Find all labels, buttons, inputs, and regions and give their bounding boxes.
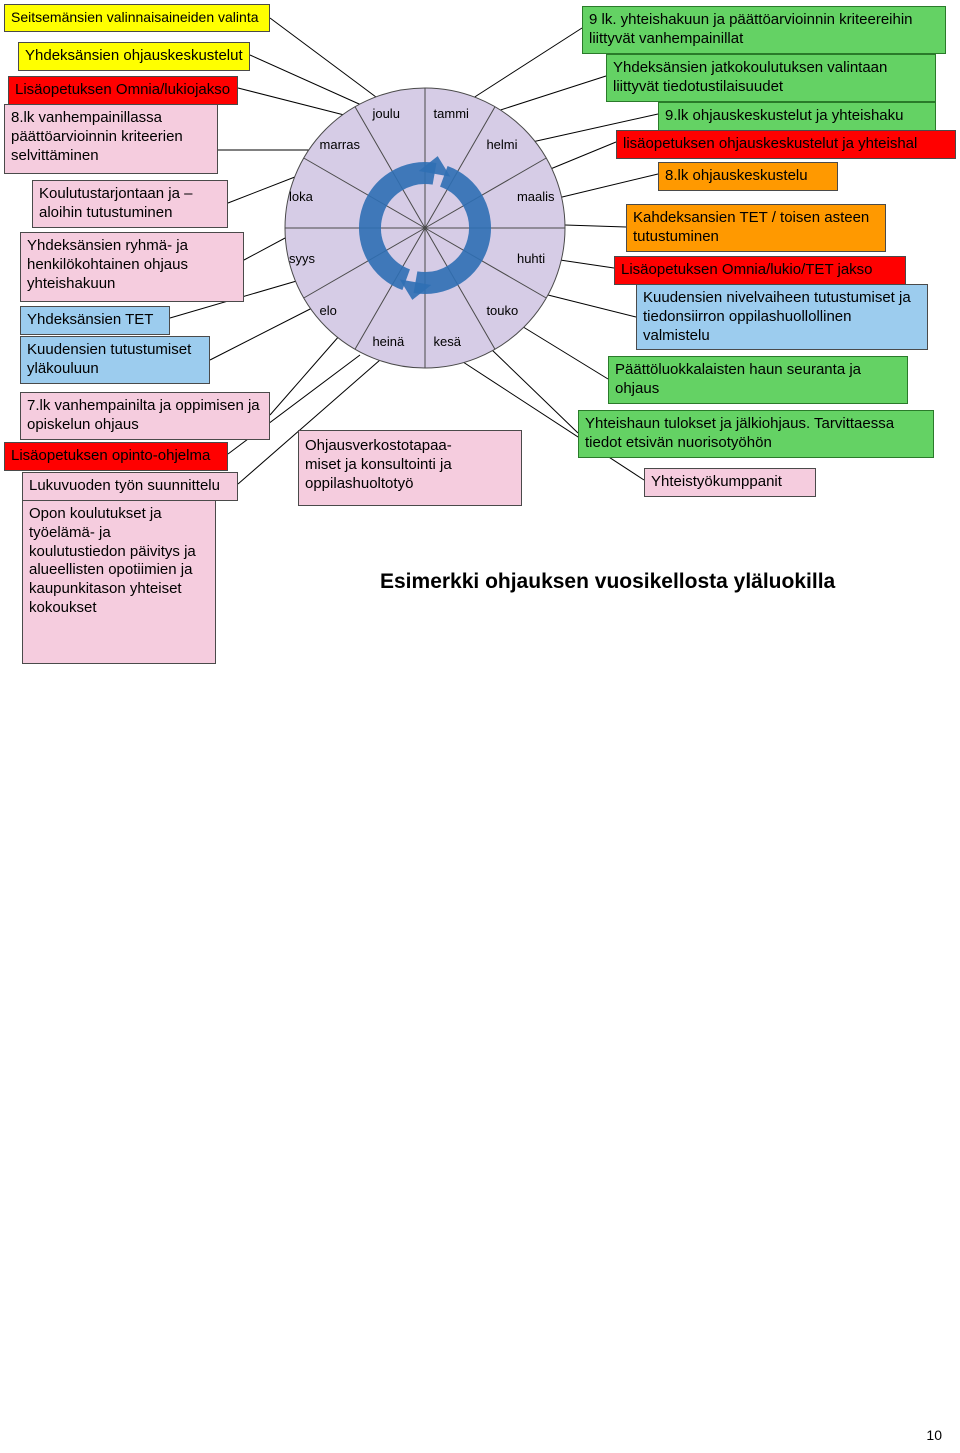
activity-box-R10: Yhteishaun tulokset ja jälkiohjaus. Tarv… xyxy=(578,410,934,458)
month-touko: touko xyxy=(486,303,518,318)
activity-box-R9: Päättöluokkalaisten haun seuranta ja ohj… xyxy=(608,356,908,404)
activity-box-R1: 9 lk. yhteishakuun ja päättöarvioinnin k… xyxy=(582,6,946,54)
activity-box-R11: Yhteistyökumppanit xyxy=(644,468,816,497)
month-marras: marras xyxy=(320,137,360,152)
month-tammi: tammi xyxy=(434,106,469,121)
activity-box-L12: Opon koulutukset ja työelämä- ja koulutu… xyxy=(22,500,216,664)
activity-box-L2: Yhdeksänsien ohjauskeskustelut xyxy=(18,42,250,71)
activity-box-L8: Kuudensien tutustumiset yläkouluun xyxy=(20,336,210,384)
activity-box-L11: Lukuvuoden työn suunnittelu xyxy=(22,472,238,501)
activity-box-L1: Seitsemänsien valinnaisaineiden valinta xyxy=(4,4,270,32)
activity-box-R2: Yhdeksänsien jatkokoulutuksen valintaan … xyxy=(606,54,936,102)
activity-box-R7: Lisäopetuksen Omnia/lukio/TET jakso xyxy=(614,256,906,285)
page-number: 10 xyxy=(926,1427,942,1443)
activity-box-L5: Koulutustarjontaan ja – aloihin tutustum… xyxy=(32,180,228,228)
activity-box-R5: 8.lk ohjauskeskustelu xyxy=(658,162,838,191)
activity-box-R6: Kahdeksansien TET / toisen asteen tutust… xyxy=(626,204,886,252)
activity-box-R4: lisäopetuksen ohjauskeskustelut ja yhtei… xyxy=(616,130,956,159)
activity-box-L9: 7.lk vanhempainilta ja oppimisen ja opis… xyxy=(20,392,270,440)
activity-box-L7: Yhdeksänsien TET xyxy=(20,306,170,335)
month-maalis: maalis xyxy=(517,189,555,204)
month-joulu: joulu xyxy=(372,106,399,121)
month-helmi: helmi xyxy=(486,137,517,152)
activity-box-R8: Kuudensien nivelvaiheen tutustumiset ja … xyxy=(636,284,928,350)
activity-box-L3: Lisäopetuksen Omnia/lukiojakso xyxy=(8,76,238,105)
center-note-box: Ohjausverkostotapaa-miset ja konsultoint… xyxy=(298,430,522,506)
activity-box-L10: Lisäopetuksen opinto-ohjelma xyxy=(4,442,228,471)
diagram-title: Esimerkki ohjauksen vuosikellosta yläluo… xyxy=(380,570,835,594)
activity-box-L6: Yhdeksänsien ryhmä- ja henkilökohtainen … xyxy=(20,232,244,302)
diagram-page: tammi helmi maalis huhti touko kesä heinä elo sy… xyxy=(0,0,960,1453)
month-elo: elo xyxy=(320,303,337,318)
month-kesä: kesä xyxy=(434,334,461,349)
month-heinä: heinä xyxy=(372,334,404,349)
activity-box-R3: 9.lk ohjauskeskustelut ja yhteishaku xyxy=(658,102,936,131)
month-syys: syys xyxy=(289,251,315,266)
activity-box-L4: 8.lk vanhempainillassa päättöarvioinnin … xyxy=(4,104,218,174)
month-huhti: huhti xyxy=(517,251,545,266)
month-loka: loka xyxy=(289,189,313,204)
